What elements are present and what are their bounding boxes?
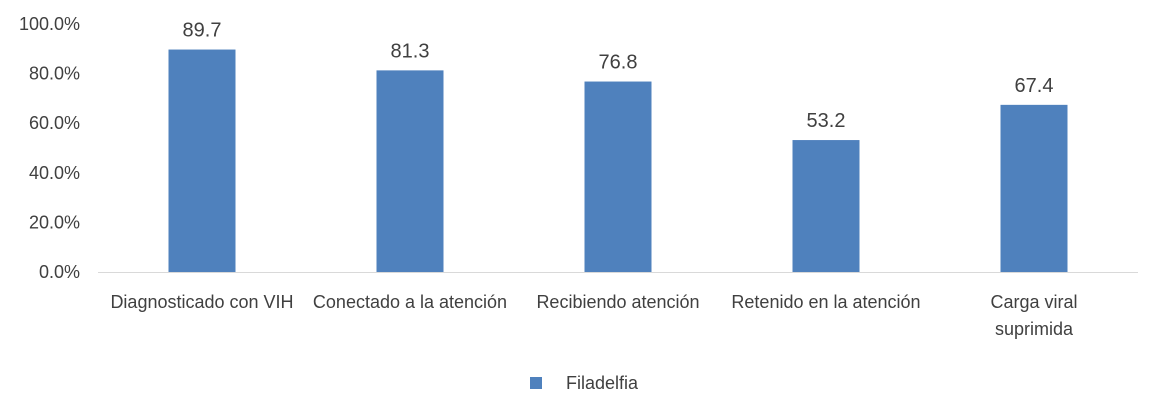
bar: [584, 81, 652, 272]
category-label: Retenido en la atención: [731, 292, 920, 312]
data-label: 67.4: [1015, 75, 1054, 97]
bars: [168, 49, 1068, 273]
data-labels: 89.7 81.3 76.8 53.2 67.4: [183, 20, 1054, 133]
y-tick-label: 0.0%: [39, 262, 80, 282]
category-label: suprimida: [995, 319, 1074, 339]
bar: [168, 49, 236, 272]
category-label: Conectado a la atención: [313, 292, 507, 312]
bar: [792, 140, 860, 272]
category-labels: Diagnosticado con VIH Conectado a la aten…: [110, 292, 1077, 339]
y-tick-label: 100.0%: [19, 14, 80, 34]
bar: [1000, 104, 1068, 273]
legend-swatch: [530, 377, 542, 389]
y-axis-ticks: 0.0% 20.0% 40.0% 60.0% 80.0% 100.0%: [19, 14, 80, 282]
legend-label: Filadelfia: [566, 373, 639, 393]
y-tick-label: 40.0%: [29, 163, 80, 183]
y-tick-label: 60.0%: [29, 113, 80, 133]
y-tick-label: 80.0%: [29, 64, 80, 84]
category-label: Recibiendo atención: [536, 292, 699, 312]
category-label: Diagnosticado con VIH: [110, 292, 293, 312]
category-label: Carga viral: [990, 292, 1077, 312]
y-tick-label: 20.0%: [29, 212, 80, 232]
data-label: 76.8: [599, 52, 638, 74]
bar: [376, 70, 444, 272]
data-label: 89.7: [183, 20, 222, 42]
data-label: 53.2: [807, 110, 846, 132]
legend: Filadelfia: [530, 373, 639, 393]
data-label: 81.3: [391, 40, 430, 62]
